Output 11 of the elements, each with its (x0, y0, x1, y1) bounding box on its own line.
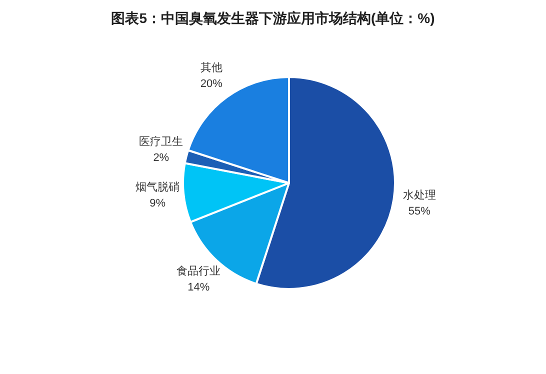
data-label: 2% (153, 152, 170, 164)
slice-label: 食品行业 (176, 264, 221, 278)
data-label: 9% (150, 197, 166, 210)
slice-label: 烟气脱硝 (136, 180, 180, 194)
slice-label: 水处理 (402, 188, 436, 202)
data-label: 20% (200, 78, 223, 90)
slice-label: 医疗卫生 (139, 135, 184, 148)
chart-title: 图表5：中国臭氧发生器下游应用市场结构(单位：%) (110, 9, 436, 28)
data-label: 14% (188, 281, 210, 294)
data-label: 55% (408, 206, 431, 218)
slice-label: 其他 (200, 61, 222, 74)
